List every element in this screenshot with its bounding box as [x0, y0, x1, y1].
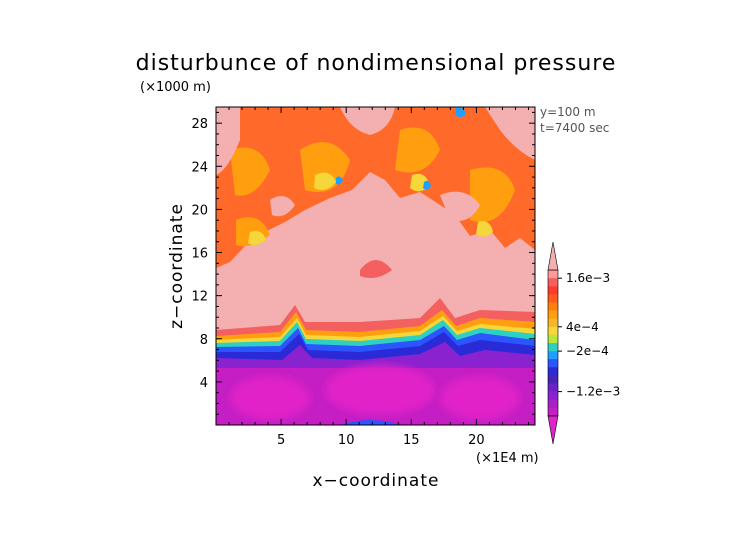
colorbar-top-arrow [547, 241, 559, 271]
y-tick-label: 4 [200, 376, 208, 391]
contour-fill [216, 107, 535, 425]
colorbar-swatch [548, 351, 558, 360]
colorbar-swatch [548, 326, 558, 336]
colorbar-frame [547, 269, 559, 417]
y-axis-title: z−coordinate [167, 203, 187, 329]
colorbar-swatch [548, 391, 558, 400]
colorbar-label: −1.2e−3 [566, 385, 620, 399]
upper-orange-patches [230, 127, 515, 247]
colorbar-swatch [548, 367, 558, 376]
colorbar-swatch [548, 302, 558, 311]
colorbar-bottom-arrow [547, 415, 559, 445]
magenta-core-3 [440, 376, 520, 420]
x-tick-label: 5 [277, 433, 285, 448]
colorbar-swatch [548, 318, 558, 328]
colorbar-swatch [548, 294, 558, 303]
colorbar-swatch [548, 343, 558, 352]
x-tick-label: 20 [468, 433, 485, 448]
x-tick-label: 10 [338, 433, 355, 448]
y-unit-label: (×1000 m) [140, 80, 211, 95]
colorbar-label: 1.6e−3 [566, 271, 610, 285]
colorbar-swatch [548, 310, 558, 319]
x-axis-ticks: 5 10 15 20 [228, 107, 529, 448]
colorbar-label: −2e−4 [566, 344, 609, 358]
y-tick-label: 8 [200, 333, 208, 348]
y-tick-label: 20 [191, 203, 208, 218]
plot-frame [215, 106, 536, 426]
x-unit-label: (×1E4 m) [476, 451, 539, 466]
magenta-core-1 [230, 376, 310, 420]
colorbar-label: 4e−4 [566, 320, 599, 334]
info-line-t: t=7400 sec [540, 121, 609, 135]
colorbar-swatch [548, 399, 558, 409]
colorbar-swatch [548, 270, 558, 279]
y-tick-label: 12 [191, 290, 208, 305]
x-axis-title: x−coordinate [313, 471, 440, 491]
colorbar-swatch [548, 383, 558, 392]
y-tick-label: 28 [191, 117, 208, 132]
y-axis-ticks: 4 8 12 16 20 24 28 [191, 111, 535, 415]
y-tick-label: 16 [191, 247, 208, 262]
colorbar-swatch [548, 278, 558, 287]
magenta-core-2 [325, 365, 435, 415]
x-tick-label: 15 [403, 433, 420, 448]
y-tick-label: 24 [191, 160, 208, 175]
upper-pink-gaps [216, 107, 535, 221]
mid-red-island [360, 260, 392, 278]
colorbar-labels: 1.6e−3 4e−4 −2e−4 −1.2e−3 [558, 271, 620, 399]
colorbar-swatch [548, 407, 558, 417]
colorbar [547, 241, 559, 445]
upper-red-layer [216, 107, 535, 268]
colorbar-swatch [548, 286, 558, 295]
info-line-y: y=100 m [540, 105, 596, 119]
chart-title: disturbunce of nondimensional pressure [136, 51, 617, 76]
colorbar-swatch [548, 359, 558, 368]
colorbar-swatch [548, 334, 558, 344]
colorbar-swatch [548, 375, 558, 384]
